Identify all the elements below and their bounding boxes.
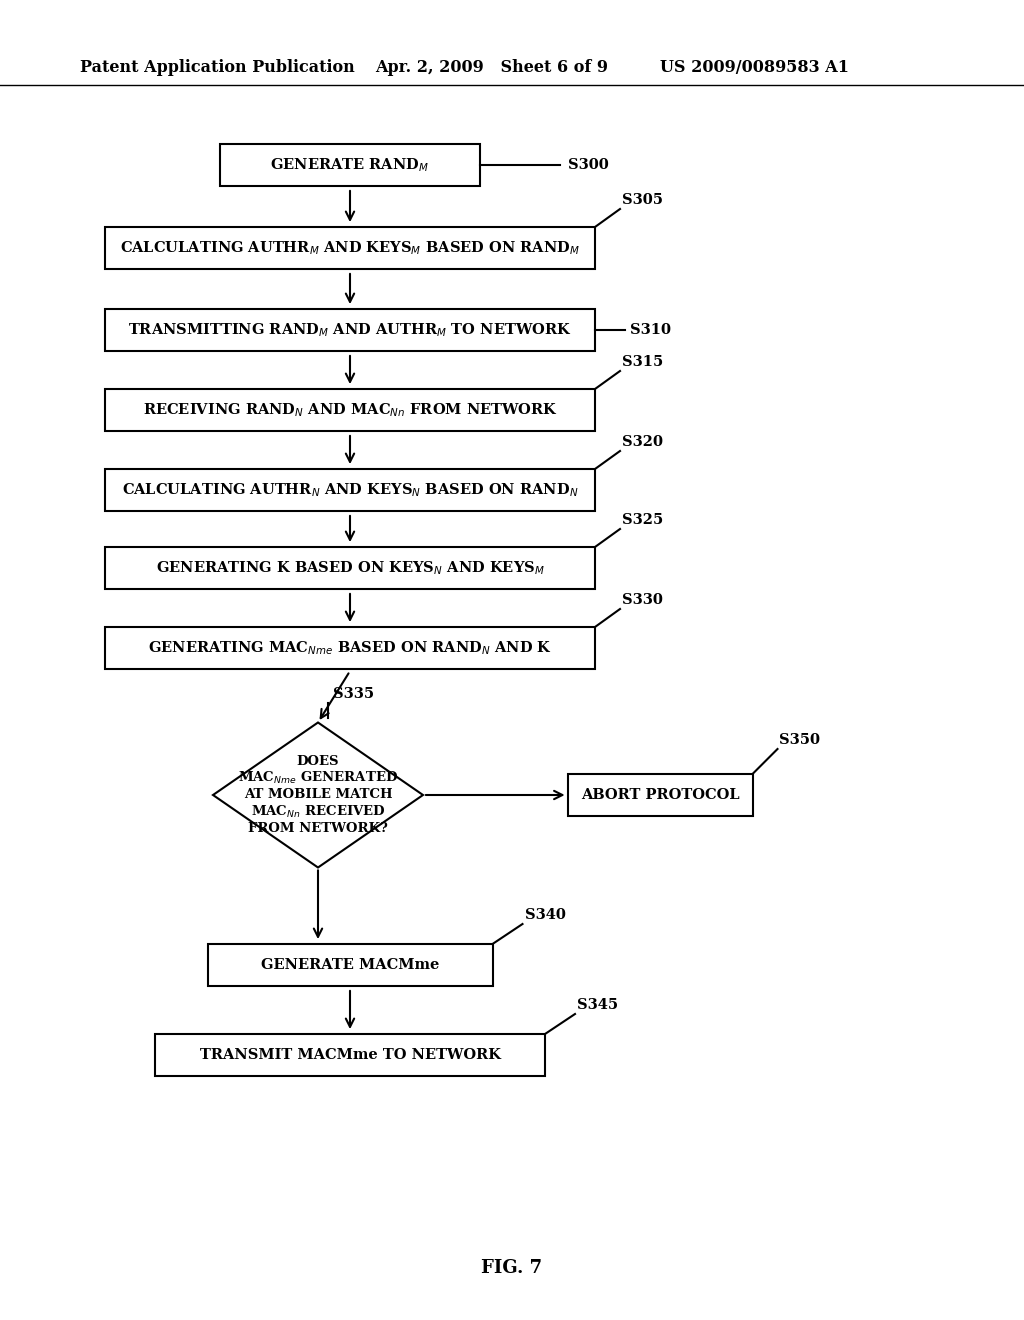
Text: S350: S350 (779, 733, 820, 747)
Text: S315: S315 (622, 355, 664, 370)
Bar (567, 774, 753, 816)
Text: S340: S340 (524, 908, 565, 921)
Text: S325: S325 (622, 513, 664, 527)
Text: TRANSMITTING RAND$_M$ AND AUTHR$_M$ TO NETWORK: TRANSMITTING RAND$_M$ AND AUTHR$_M$ TO N… (128, 321, 571, 339)
Text: GENERATING K BASED ON KEYS$_N$ AND KEYS$_M$: GENERATING K BASED ON KEYS$_N$ AND KEYS$… (156, 560, 545, 577)
Bar (105, 389, 595, 432)
Text: FIG. 7: FIG. 7 (481, 1259, 543, 1276)
Text: ABORT PROTOCOL: ABORT PROTOCOL (581, 788, 739, 803)
Text: US 2009/0089583 A1: US 2009/0089583 A1 (660, 59, 849, 77)
Text: S300: S300 (568, 158, 608, 172)
Text: RECEIVING RAND$_N$ AND MAC$_{Nn}$ FROM NETWORK: RECEIVING RAND$_N$ AND MAC$_{Nn}$ FROM N… (142, 401, 557, 418)
Text: S305: S305 (622, 193, 663, 207)
Bar (208, 944, 493, 986)
Text: S345: S345 (577, 998, 618, 1012)
Bar (105, 627, 595, 669)
Bar (105, 546, 595, 589)
Text: GENERATE RAND$_M$: GENERATE RAND$_M$ (270, 156, 429, 174)
Polygon shape (213, 722, 423, 867)
Text: S335: S335 (333, 686, 374, 701)
Text: TRANSMIT MACMme TO NETWORK: TRANSMIT MACMme TO NETWORK (200, 1048, 501, 1063)
Text: CALCULATING AUTHR$_N$ AND KEYS$_N$ BASED ON RAND$_N$: CALCULATING AUTHR$_N$ AND KEYS$_N$ BASED… (122, 482, 579, 499)
Text: GENERATING MAC$_{Nme}$ BASED ON RAND$_N$ AND K: GENERATING MAC$_{Nme}$ BASED ON RAND$_N$… (148, 639, 552, 657)
Text: DOES
MAC$_{Nme}$ GENERATED
AT MOBILE MATCH
MAC$_{Nn}$ RECEIVED
FROM NETWORK?: DOES MAC$_{Nme}$ GENERATED AT MOBILE MAT… (238, 755, 398, 836)
Bar (105, 227, 595, 269)
Bar (105, 309, 595, 351)
Text: S310: S310 (630, 323, 671, 337)
Text: S330: S330 (622, 593, 663, 607)
Text: Apr. 2, 2009   Sheet 6 of 9: Apr. 2, 2009 Sheet 6 of 9 (375, 59, 608, 77)
Bar (105, 469, 595, 511)
Text: CALCULATING AUTHR$_M$ AND KEYS$_M$ BASED ON RAND$_M$: CALCULATING AUTHR$_M$ AND KEYS$_M$ BASED… (120, 239, 580, 257)
Text: GENERATE MACMme: GENERATE MACMme (261, 958, 439, 972)
Bar (220, 144, 480, 186)
Text: Patent Application Publication: Patent Application Publication (80, 59, 354, 77)
Bar (155, 1034, 545, 1076)
Text: S320: S320 (622, 436, 663, 449)
